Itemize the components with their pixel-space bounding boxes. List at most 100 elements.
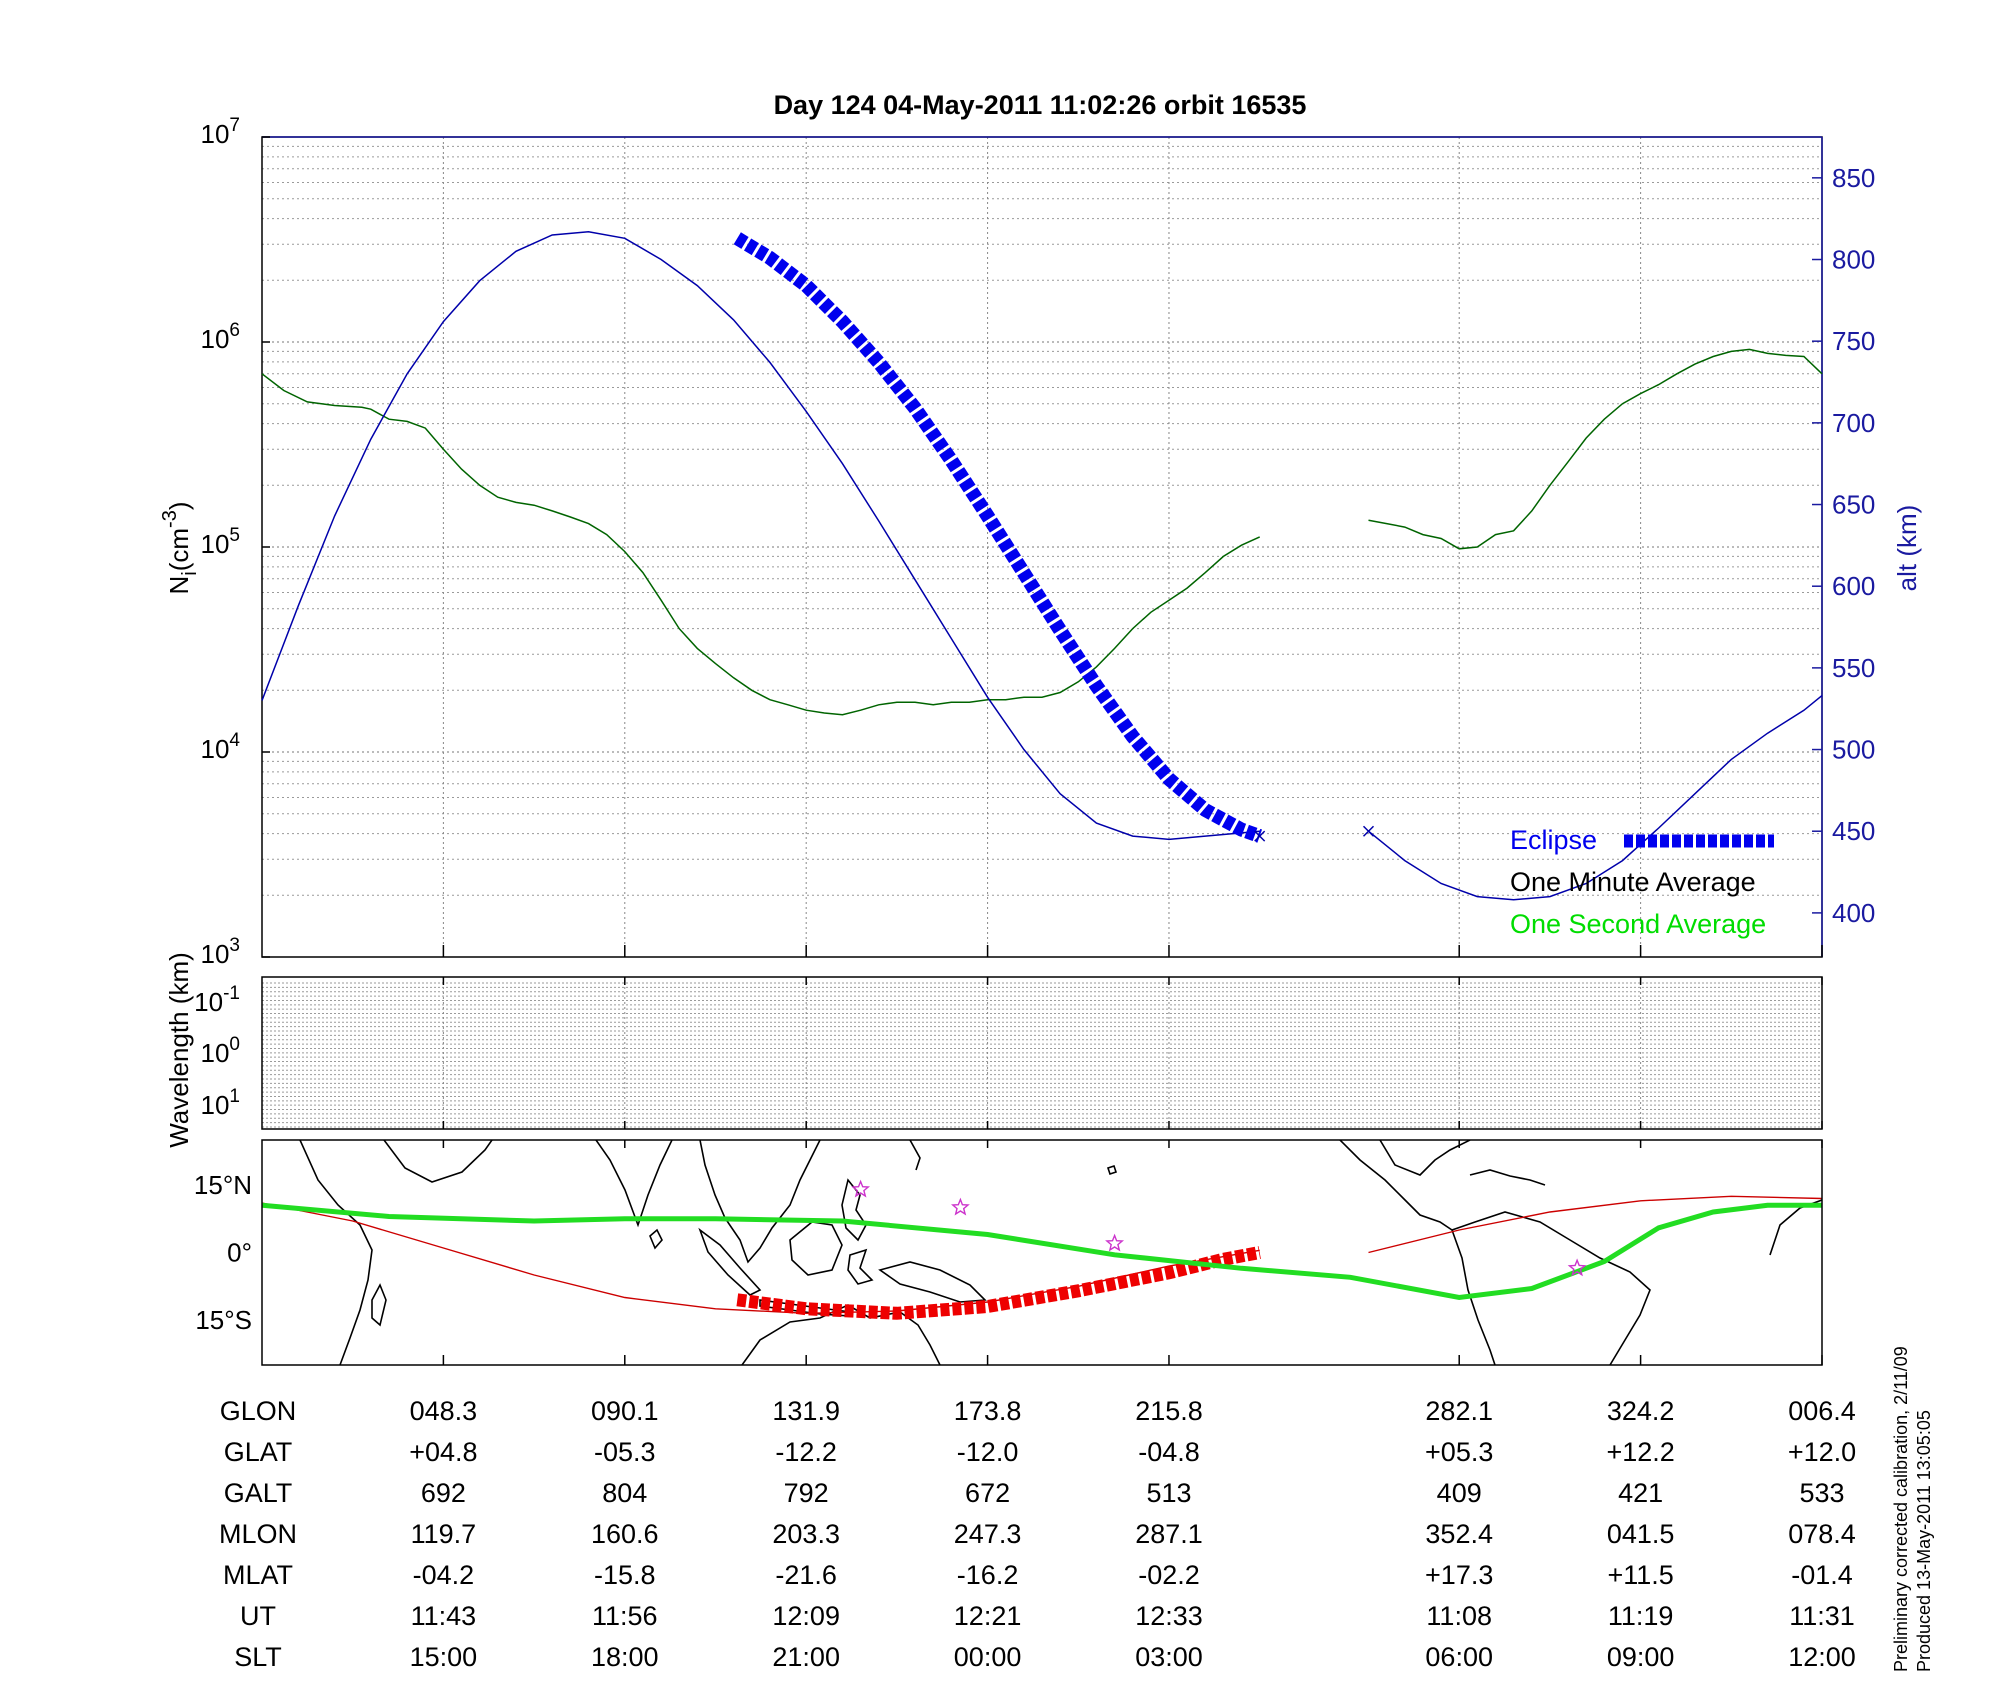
wavelength-tick-label: 100 (201, 1034, 241, 1068)
ephemeris-table: GLON 048.3 090.1 131.9 173.8 215.8 282.1 324.2 0… (219, 1396, 1856, 1672)
table-cell: 533 (1799, 1478, 1844, 1508)
density-y-tick-label: 107 (201, 115, 241, 149)
table-cell: -01.4 (1791, 1560, 1853, 1590)
table-cell: 287.1 (1135, 1519, 1203, 1549)
table-cell: +17.3 (1425, 1560, 1493, 1590)
ion-density-segment-1-line (261, 373, 1261, 716)
map-latitude-labels: 15°N 0° 15°S (194, 1170, 252, 1335)
map-series (262, 1179, 1822, 1320)
density-y-tick-exp: 5 (229, 525, 240, 546)
wavelength-tick-exp: 0 (229, 1034, 240, 1055)
table-cell: 12:33 (1135, 1601, 1203, 1631)
coast-south-america-west (1451, 1229, 1496, 1365)
table-cell: -12.0 (957, 1437, 1019, 1467)
table-cell: -21.6 (775, 1560, 837, 1590)
coast-hawaii (1106, 1164, 1118, 1176)
table-cell: 12:09 (772, 1601, 840, 1631)
table-cell: 131.9 (772, 1396, 840, 1426)
orbit-track-2-line (1368, 1195, 1822, 1254)
magnetic-star-marker (951, 1197, 970, 1216)
table-row-label: UT (240, 1601, 276, 1631)
table-cell: -12.2 (775, 1437, 837, 1467)
altitude-tick-labels: 400 450 500 550 600 650 700 750 800 850 (1812, 163, 1875, 928)
coast-japan (909, 1140, 921, 1171)
gap-marker (1254, 830, 1266, 842)
table-cell: 11:31 (1789, 1601, 1855, 1631)
density-y-tick-label: 105 (201, 525, 241, 559)
altitude-tick-label: 850 (1832, 163, 1875, 193)
density-y-label-main: N (164, 576, 194, 595)
density-y-label-unit: (cm (164, 528, 194, 571)
density-y-tick-exp: 7 (229, 115, 240, 136)
table-cell: +12.0 (1788, 1437, 1856, 1467)
table-cell: 048.3 (410, 1396, 478, 1426)
wavelength-tick-base: 10 (194, 987, 223, 1017)
table-row-label: MLAT (223, 1560, 293, 1590)
table-cell: 119.7 (411, 1519, 477, 1549)
table-row-label: SLT (234, 1642, 282, 1672)
coast-africa-west (1769, 1199, 1822, 1256)
altitude-axis-label: alt (km) (1892, 505, 1922, 592)
density-y-tick-exp: 4 (229, 730, 240, 751)
table-cell: 12:21 (954, 1601, 1022, 1631)
table-cell: 078.4 (1788, 1519, 1856, 1549)
table-cell: 692 (421, 1478, 466, 1508)
table-cell: 421 (1618, 1478, 1663, 1508)
table-cell: 804 (602, 1478, 647, 1508)
table-cell: 03:00 (1135, 1642, 1203, 1672)
table-cell: 11:43 (411, 1601, 477, 1631)
table-cell: 00:00 (954, 1642, 1022, 1672)
table-cell: 11:08 (1426, 1601, 1492, 1631)
eclipse-line (733, 232, 1263, 843)
table-cell: 324.2 (1607, 1396, 1675, 1426)
density-y-tick-base: 10 (201, 734, 230, 764)
density-y-tick-exp: 3 (229, 935, 240, 956)
magnetic-star-marker (1567, 1258, 1587, 1277)
density-y-label-exp: -3 (159, 510, 181, 528)
density-series (261, 230, 1823, 901)
legend-second-average-label: One Second Average (1510, 909, 1766, 939)
gap-marker (1362, 825, 1375, 837)
altitude-tick-label: 450 (1832, 816, 1875, 846)
table-cell: -05.3 (594, 1437, 656, 1467)
coast-se-asia (699, 1140, 821, 1264)
wavelength-tick-label: 101 (201, 1086, 241, 1120)
altitude-tick-label: 750 (1832, 326, 1875, 356)
density-y-tick-base: 10 (201, 324, 230, 354)
legend-minute-average-label: One Minute Average (1510, 867, 1756, 897)
table-cell: -15.8 (594, 1560, 656, 1590)
chart-title: Day 124 04-May-2011 11:02:26 orbit 16535 (774, 90, 1307, 120)
map-panel: 15°N 0° 15°S (194, 1139, 1823, 1366)
table-row-label: GALT (224, 1478, 293, 1508)
map-latitude-label: 0° (227, 1238, 252, 1268)
map-frame (261, 1139, 1823, 1366)
table-cell: 11:19 (1608, 1601, 1674, 1631)
ion-density-segment-2-line (1368, 348, 1823, 550)
altitude-tick-label: 800 (1832, 245, 1875, 275)
altitude-tick-label: 700 (1832, 408, 1875, 438)
coast-new-guinea (878, 1261, 987, 1303)
coast-sumatra (698, 1227, 762, 1296)
altitude-tick-label: 400 (1832, 898, 1875, 928)
table-cell: 215.8 (1135, 1396, 1203, 1426)
density-y-tick-label: 106 (201, 320, 241, 354)
wavelength-grid (262, 977, 1823, 1129)
table-row-label: MLON (219, 1519, 297, 1549)
coast-central-america (1339, 1140, 1453, 1231)
density-y-label-close: ) (164, 501, 194, 510)
table-cell: 09:00 (1607, 1642, 1675, 1672)
altitude-tick-label: 600 (1832, 571, 1875, 601)
wavelength-y-label: Wavelength (km) (164, 952, 194, 1148)
table-cell: +05.3 (1425, 1437, 1493, 1467)
density-y-tick-base: 10 (201, 939, 230, 969)
density-y-tick-exp: 6 (229, 320, 240, 341)
table-cell: 160.6 (591, 1519, 659, 1549)
coast-gulf-mexico (1379, 1140, 1471, 1176)
density-y-tick-label: 103 (201, 935, 241, 969)
coast-africa (299, 1140, 373, 1365)
altitude-segment-1-line (261, 230, 1260, 841)
wavelength-tick-base: 10 (201, 1038, 230, 1068)
table-cell: 06:00 (1425, 1642, 1493, 1672)
